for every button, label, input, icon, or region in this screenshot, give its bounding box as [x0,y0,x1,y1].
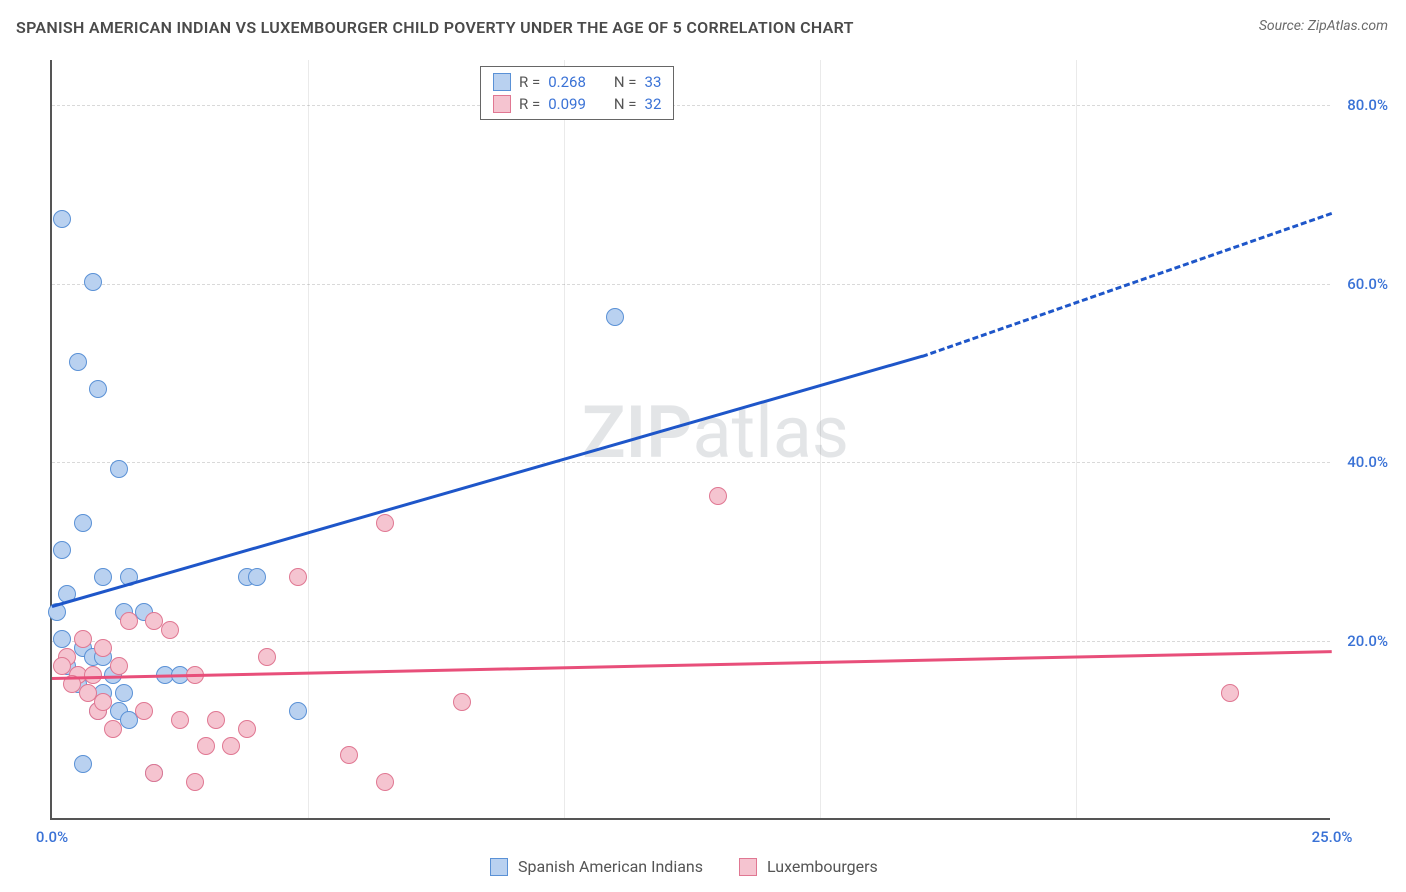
legend-swatch [490,858,508,876]
scatter-point [222,737,240,755]
scatter-point [74,755,92,773]
legend-swatch [493,73,511,91]
source-value: ZipAtlas.com [1308,18,1388,34]
trend-line [52,650,1332,680]
x-tick-line [820,60,821,818]
x-tick-line [564,60,565,818]
plot-area: ZIPatlas 20.0%40.0%60.0%80.0%0.0%25.0% [50,60,1330,820]
scatter-point [74,514,92,532]
legend-stats-row: R = 0.099 N = 32 [493,95,661,113]
scatter-point [606,308,624,326]
legend-series: Spanish American Indians Luxembourgers [490,857,878,876]
x-tick-label: 0.0% [36,828,68,846]
legend-n-value: 33 [645,73,662,91]
legend-stats-row: R = 0.268 N = 33 [493,73,661,91]
scatter-point [115,684,133,702]
scatter-point [120,612,138,630]
scatter-point [94,568,112,586]
scatter-point [186,773,204,791]
trend-line [922,212,1333,358]
scatter-point [94,693,112,711]
scatter-point [53,630,71,648]
scatter-point [453,693,471,711]
y-tick-label: 80.0% [1347,96,1388,114]
legend-series-item: Spanish American Indians [490,857,703,876]
chart-title: SPANISH AMERICAN INDIAN VS LUXEMBOURGER … [16,18,854,37]
scatter-point [238,720,256,738]
scatter-point [110,657,128,675]
y-tick-label: 40.0% [1347,453,1388,471]
scatter-point [1221,684,1239,702]
scatter-point [197,737,215,755]
scatter-point [340,746,358,764]
legend-swatch [739,858,757,876]
gridline [52,284,1330,285]
scatter-point [161,621,179,639]
legend-stats-box: R = 0.268 N = 33 R = 0.099 N = 32 [480,66,674,120]
legend-r-label: R = [519,95,540,113]
x-tick-line [1076,60,1077,818]
scatter-point [258,648,276,666]
x-tick-line [308,60,309,818]
scatter-point [248,568,266,586]
x-tick-label: 25.0% [1312,828,1353,846]
legend-n-value: 32 [645,95,662,113]
legend-series-item: Luxembourgers [739,857,878,876]
scatter-point [53,210,71,228]
scatter-point [207,711,225,729]
scatter-point [89,380,107,398]
source-label: Source: [1259,18,1304,34]
legend-n-label: N = [614,95,637,113]
scatter-point [79,684,97,702]
gridline [52,105,1330,106]
scatter-point [135,702,153,720]
scatter-point [69,353,87,371]
trend-line [52,355,923,608]
scatter-point [110,460,128,478]
scatter-point [74,630,92,648]
scatter-point [94,639,112,657]
scatter-point [53,541,71,559]
y-tick-label: 60.0% [1347,275,1388,293]
scatter-point [84,273,102,291]
legend-series-label: Spanish American Indians [518,857,703,876]
scatter-point [289,702,307,720]
legend-r-value: 0.268 [548,73,586,91]
scatter-point [376,773,394,791]
scatter-point [145,764,163,782]
gridline [52,462,1330,463]
legend-series-label: Luxembourgers [767,857,878,876]
legend-n-label: N = [614,73,637,91]
legend-r-value: 0.099 [548,95,586,113]
scatter-point [289,568,307,586]
legend-r-label: R = [519,73,540,91]
scatter-point [104,720,122,738]
legend-swatch [493,95,511,113]
y-tick-label: 20.0% [1347,632,1388,650]
scatter-point [84,666,102,684]
gridline [52,641,1330,642]
scatter-point [171,711,189,729]
scatter-point [376,514,394,532]
source-attribution: Source: ZipAtlas.com [1259,18,1388,34]
scatter-point [709,487,727,505]
chart-container: SPANISH AMERICAN INDIAN VS LUXEMBOURGER … [0,0,1406,892]
